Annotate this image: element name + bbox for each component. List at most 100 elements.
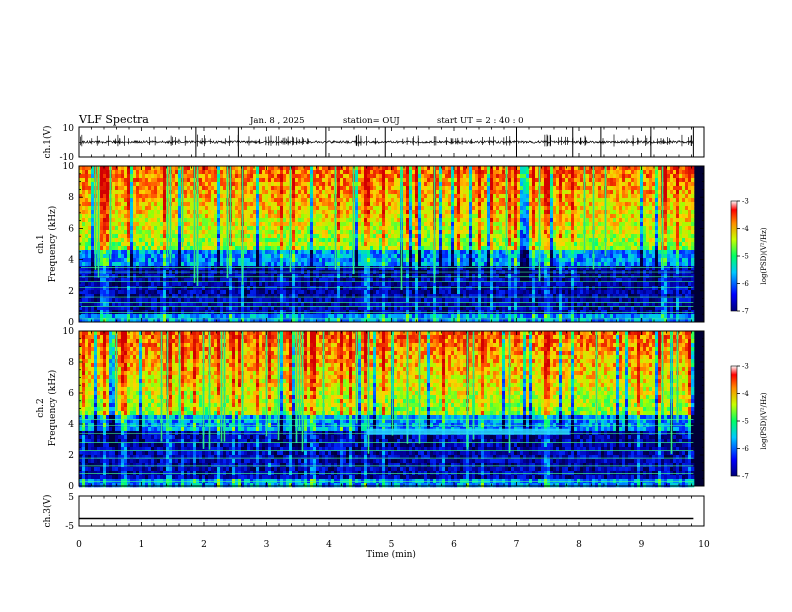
spectrogram-cell (334, 302, 338, 307)
spectrogram-cell (199, 278, 203, 283)
spectrogram-cell (154, 282, 158, 287)
spectrogram-cell (253, 166, 257, 171)
spectrogram-cell (178, 214, 182, 219)
spectrogram-cell (199, 302, 203, 307)
spectrogram-cell (115, 218, 119, 223)
spectrogram-cell (106, 318, 110, 323)
spectrogram-cell (172, 174, 176, 179)
spectrogram-cell (286, 298, 290, 303)
spectrogram-cell (244, 262, 248, 267)
spectrogram-cell (133, 198, 137, 203)
spectrogram-cell (415, 206, 419, 211)
spectrogram-cell (175, 246, 179, 251)
spectrogram-cell (130, 178, 134, 183)
spectrogram-cell (136, 266, 140, 271)
spectrogram-cell (121, 230, 125, 235)
spectrogram-cell (106, 310, 110, 315)
spectrogram-cell (259, 246, 263, 251)
spectrogram-cell (358, 230, 362, 235)
spectrogram-cell (406, 258, 410, 263)
spectrogram-cell (436, 302, 440, 307)
spectrogram-cell (364, 258, 368, 263)
spectrogram-cell (361, 286, 365, 291)
spectrogram-cell (442, 170, 446, 175)
spectrogram-cell (157, 230, 161, 235)
spectrogram-cell (268, 202, 272, 207)
spectrogram-cell (388, 286, 392, 291)
spectrogram-cell (184, 170, 188, 175)
spectrogram-cell (238, 170, 242, 175)
spectrogram-cell (112, 186, 116, 191)
spectrogram-cell (397, 166, 401, 171)
spectrogram-cell (304, 222, 308, 227)
spectrogram-cell (349, 190, 353, 195)
spectrogram-cell (88, 294, 92, 299)
spectrogram-cell (124, 222, 128, 227)
spectrogram-cell (256, 258, 260, 263)
spectrogram-cell (376, 202, 380, 207)
spectrogram-cell (283, 266, 287, 271)
spectrogram-cell (238, 310, 242, 315)
spectrogram-cell (325, 298, 329, 303)
spectrogram-cell (100, 310, 104, 315)
spectrogram-cell (382, 186, 386, 191)
spectrogram-cell (388, 222, 392, 227)
spectrogram-cell (418, 306, 422, 311)
spectrogram-cell (271, 314, 275, 319)
spectrogram-cell (154, 198, 158, 203)
spectrogram-cell (274, 254, 278, 259)
spectrogram-cell (307, 314, 311, 319)
spectrogram-cell (343, 318, 347, 323)
spectrogram-cell (265, 282, 269, 287)
spectrogram-cell (157, 298, 161, 303)
spectrogram-cell (166, 278, 170, 283)
spectrogram-cell (418, 282, 422, 287)
spectrogram-cell (292, 278, 296, 283)
spectrogram-cell (358, 250, 362, 255)
spectrogram-cell (163, 302, 167, 307)
spectrogram-cell (151, 266, 155, 271)
spectrogram-cell (265, 274, 269, 279)
spectrogram-cell (346, 234, 350, 239)
spectrogram-cell (235, 186, 239, 191)
spectrogram-cell (403, 258, 407, 263)
spectrogram-cell (172, 314, 176, 319)
spectrogram-cell (163, 214, 167, 219)
spectrogram-cell (250, 274, 254, 279)
spectrogram-cell (85, 178, 89, 183)
spectrogram-cell (244, 246, 248, 251)
spectrogram-cell (172, 210, 176, 215)
spectrogram-cell (205, 310, 209, 315)
spectrogram-cell (181, 310, 185, 315)
spectrogram-cell (310, 290, 314, 295)
spectrogram-cell (136, 206, 140, 211)
spectrogram-cell (85, 250, 89, 255)
spectrogram-cell (439, 306, 443, 311)
spectrogram-cell (256, 274, 260, 279)
spectrogram-cell (121, 278, 125, 283)
spectrogram-cell (364, 218, 368, 223)
spectrogram-cell (361, 274, 365, 279)
spectrogram-cell (238, 218, 242, 223)
spectrogram-cell (220, 166, 224, 171)
spectrogram-cell (415, 242, 419, 247)
spectrogram-cell (148, 254, 152, 259)
spectrogram-cell (220, 266, 224, 271)
spectrogram-cell (286, 278, 290, 283)
spectrogram-cell (160, 222, 164, 227)
spectrogram-cell (103, 278, 107, 283)
spectrogram-cell (244, 278, 248, 283)
spectrogram-cell (211, 226, 215, 231)
spectrogram-cell (172, 310, 176, 315)
spectrogram-cell (424, 274, 428, 279)
spectrogram-cell (418, 186, 422, 191)
spectrogram-cell (418, 302, 422, 307)
spectrogram-cell (298, 266, 302, 271)
spectrogram-cell (214, 170, 218, 175)
spectrogram-cell (181, 282, 185, 287)
spectrogram-cell (133, 210, 137, 215)
spectrogram-cell (265, 186, 269, 191)
spectrogram-cell (403, 238, 407, 243)
spectrogram-cell (136, 202, 140, 207)
spectrogram-cell (424, 178, 428, 183)
